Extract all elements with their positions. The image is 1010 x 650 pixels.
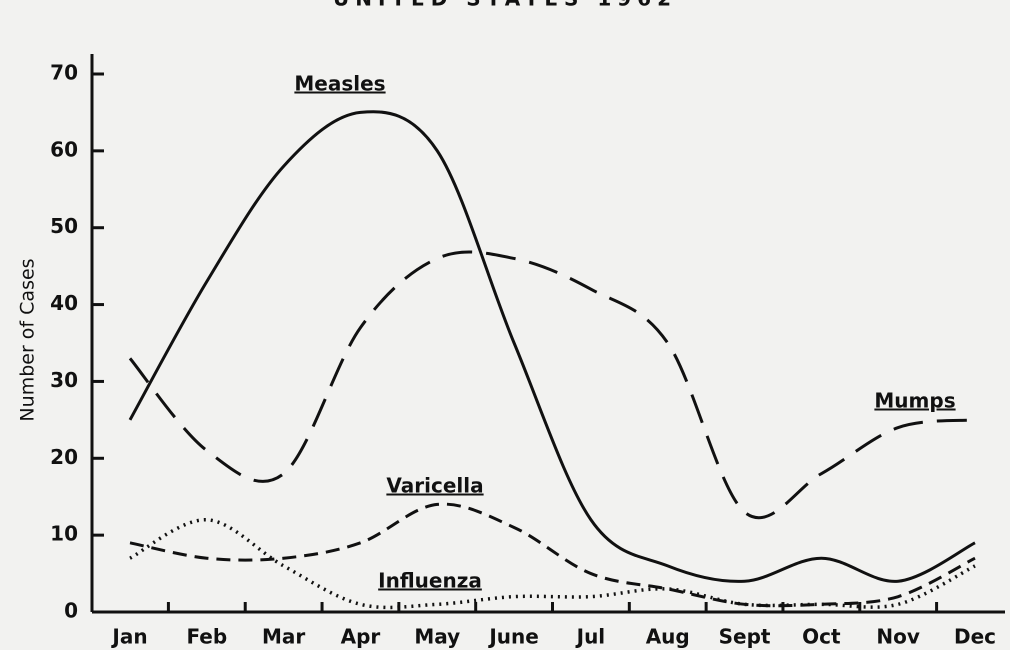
- x-tick-label: Dec: [954, 625, 996, 649]
- y-axis-label: Number of Cases: [17, 258, 39, 421]
- x-tick-label: Oct: [802, 625, 841, 649]
- y-tick-label: 40: [50, 291, 78, 315]
- series-label: Varicella: [386, 474, 483, 498]
- series-label: Influenza: [378, 569, 482, 593]
- y-tick-label: 0: [64, 599, 78, 623]
- x-tick-label: Mar: [262, 625, 305, 649]
- y-tick-label: 30: [50, 368, 78, 392]
- x-tick-label: Jan: [110, 625, 147, 649]
- line-measles: [128, 110, 976, 583]
- x-tick-label: Apr: [341, 625, 381, 649]
- x-tick-label: Aug: [646, 625, 690, 649]
- y-tick-label: 50: [50, 214, 78, 238]
- series-label: Mumps: [874, 389, 955, 413]
- chart-title: UNITED STATES 1962: [333, 0, 677, 11]
- y-tick-label: 60: [50, 137, 78, 161]
- series-label: Measles: [294, 72, 385, 96]
- x-tick-label: June: [487, 625, 538, 649]
- y-tick-label: 20: [50, 445, 78, 469]
- y-tick-label: 10: [50, 522, 78, 546]
- line-varicella: [129, 502, 976, 608]
- y-tick-label: 70: [50, 61, 78, 85]
- line-mumps: [128, 250, 976, 520]
- x-tick-label: May: [414, 625, 460, 649]
- x-tick-label: Nov: [876, 625, 920, 649]
- x-tick-label: Sept: [719, 625, 771, 649]
- line-influenza: [129, 518, 976, 610]
- x-tick-label: Jul: [575, 625, 606, 649]
- x-tick-label: Feb: [186, 625, 227, 649]
